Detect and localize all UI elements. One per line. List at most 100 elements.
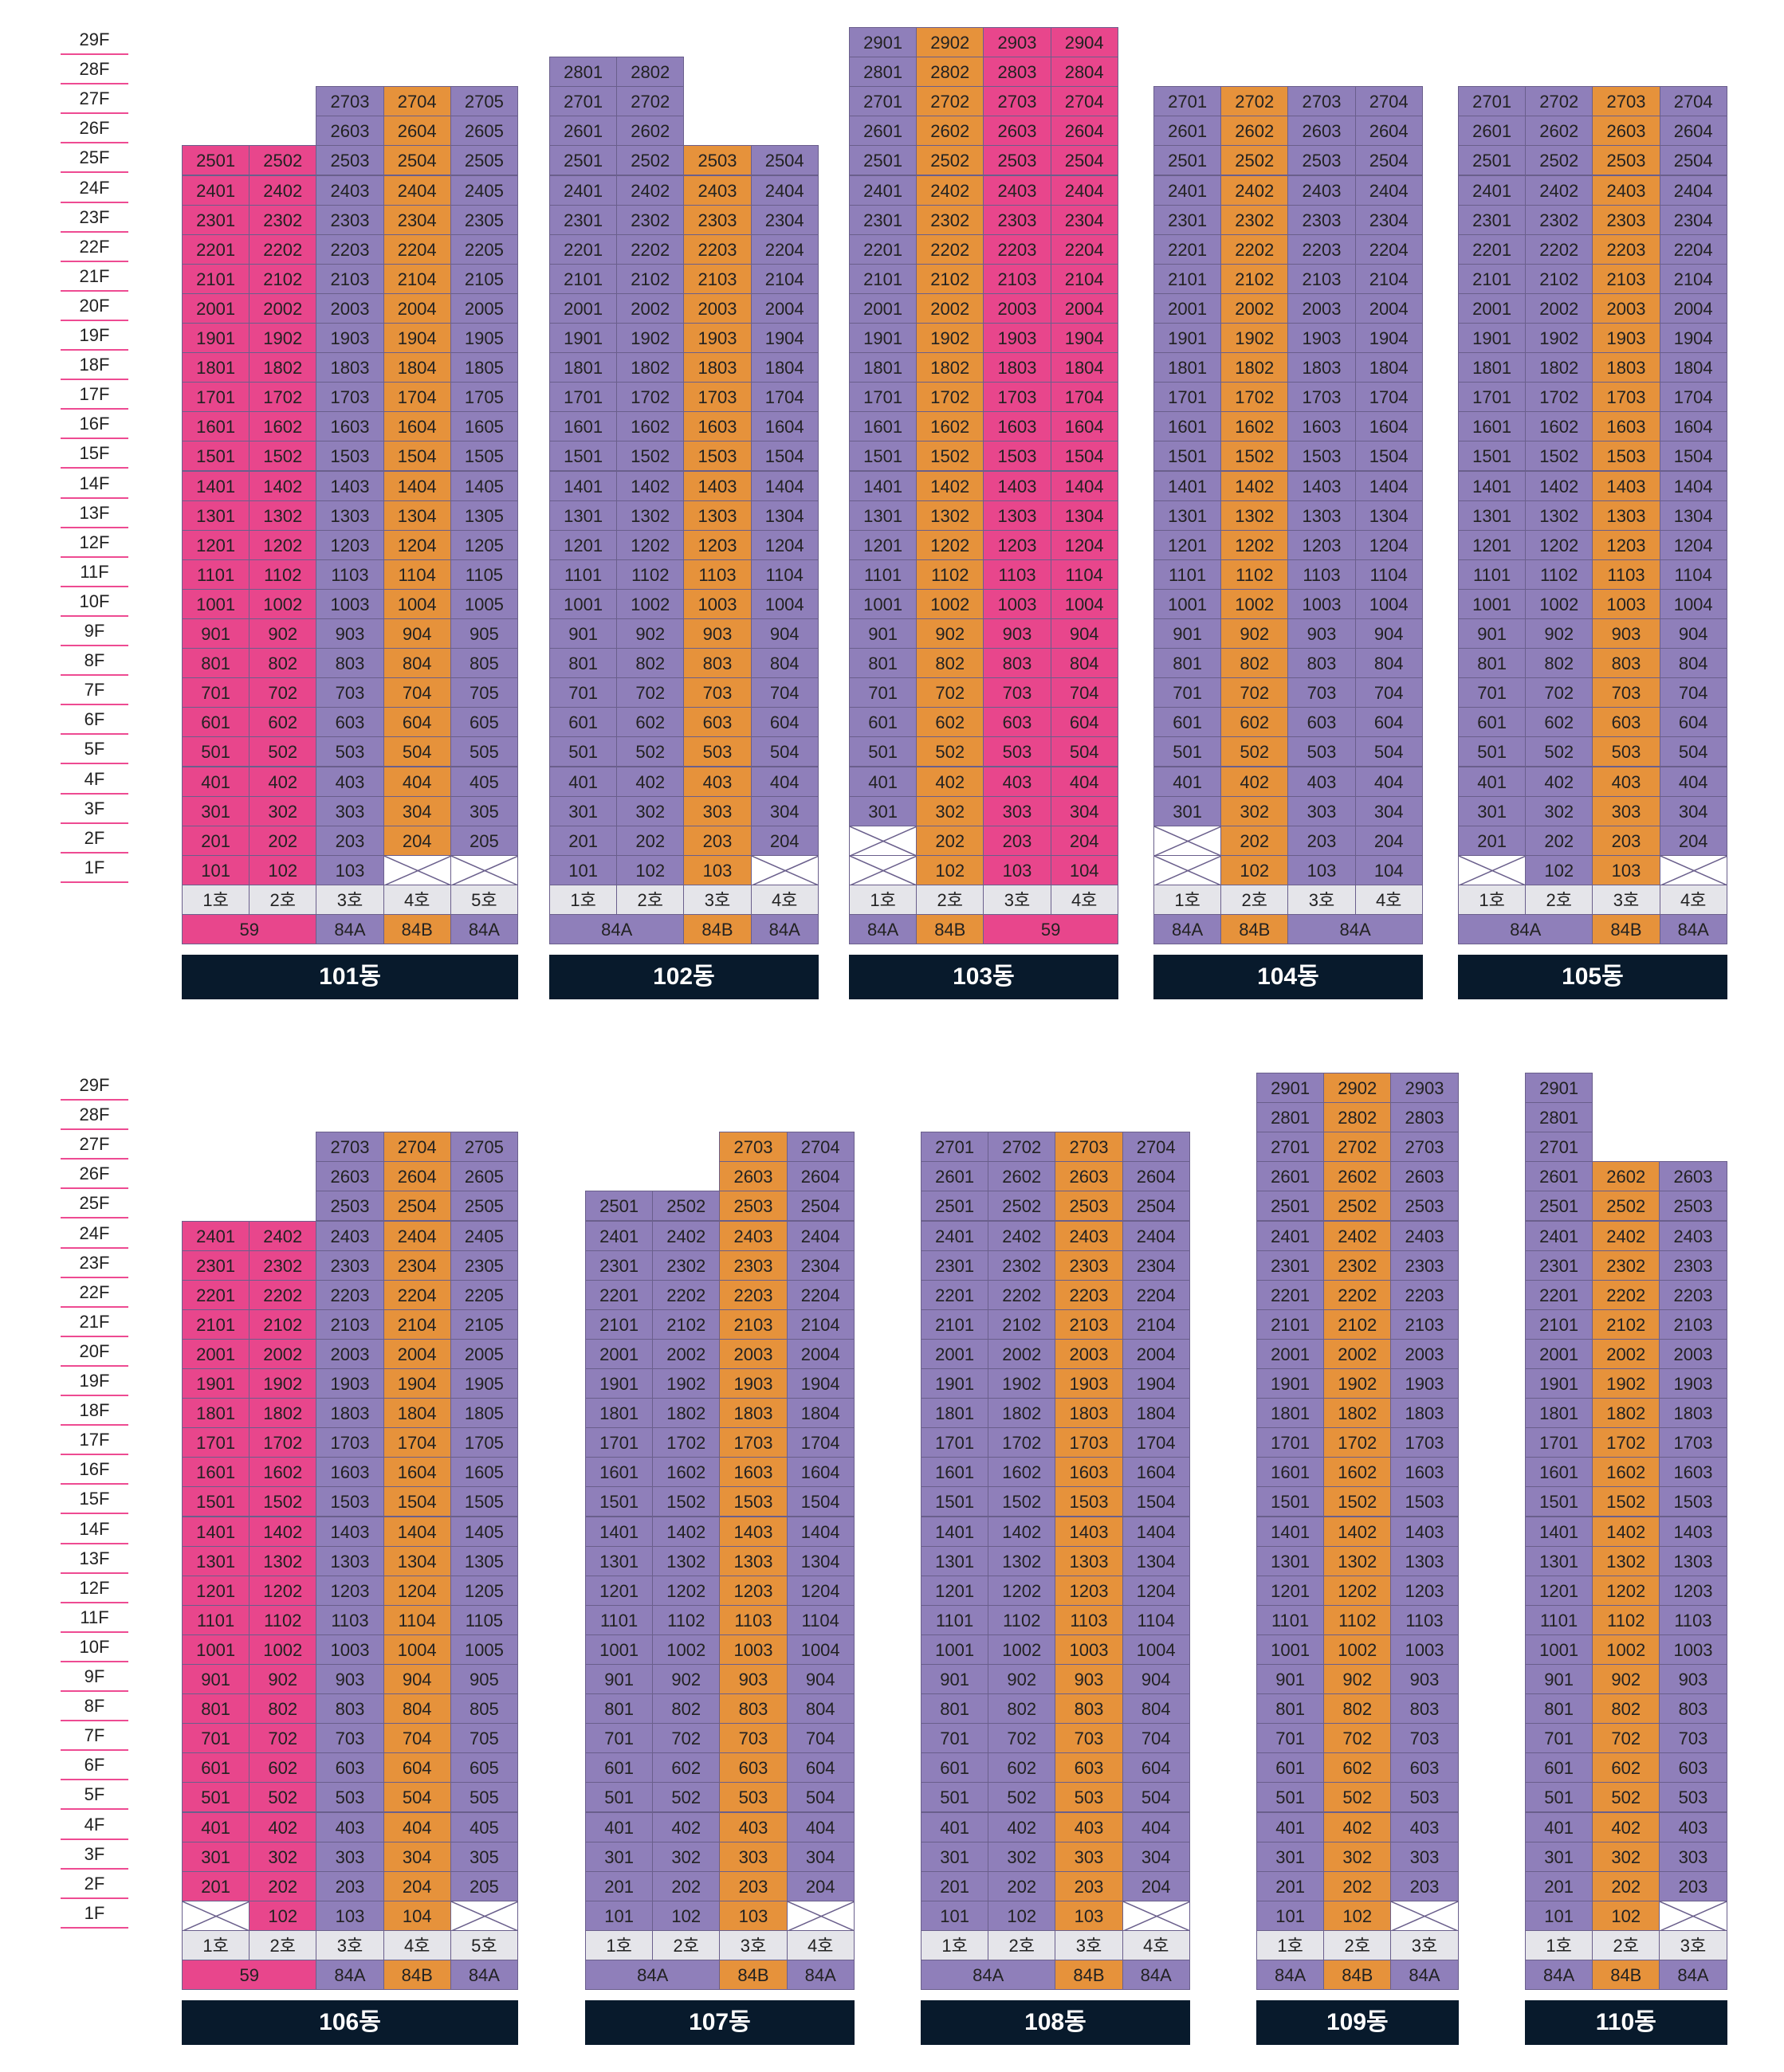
unit-cell[interactable]: 1901 (921, 1368, 989, 1399)
unit-cell[interactable]: 2502 (1323, 1191, 1392, 1222)
unit-cell[interactable]: 2203 (683, 233, 752, 265)
unit-cell[interactable]: 202 (1592, 1870, 1660, 1901)
unit-cell[interactable]: 1802 (249, 1398, 317, 1429)
unit-cell[interactable]: 2403 (1287, 175, 1356, 206)
unit-cell[interactable]: 1703 (1055, 1427, 1123, 1458)
unit-cell[interactable]: 2202 (1592, 1279, 1660, 1310)
unit-cell[interactable]: 1504 (383, 441, 451, 472)
unit-cell[interactable]: 2504 (383, 145, 451, 176)
unit-cell[interactable]: 2402 (1592, 1220, 1660, 1251)
unit-cell[interactable]: 1402 (249, 470, 317, 501)
unit-cell[interactable]: 1605 (450, 1457, 518, 1488)
unit-cell[interactable]: 2701 (1153, 86, 1222, 117)
unit-cell[interactable]: 1401 (1458, 470, 1527, 501)
unit-cell[interactable]: 2604 (1050, 116, 1118, 147)
unit-cell[interactable]: 1202 (249, 1575, 317, 1606)
unit-cell[interactable]: 1203 (683, 529, 752, 560)
unit-cell[interactable]: 902 (1592, 1664, 1660, 1695)
unit-cell[interactable]: 2003 (1287, 292, 1356, 324)
unit-cell[interactable]: 801 (182, 1693, 250, 1725)
unit-cell[interactable]: 201 (1525, 1870, 1593, 1901)
unit-cell[interactable]: 2604 (1659, 116, 1727, 147)
unit-cell[interactable]: 2504 (1354, 145, 1423, 176)
unit-cell[interactable]: 703 (719, 1723, 788, 1754)
unit-cell[interactable]: 2204 (786, 1279, 855, 1310)
unit-cell[interactable]: 2001 (1525, 1338, 1593, 1369)
unit-cell[interactable]: 1803 (1592, 352, 1660, 383)
unit-cell[interactable]: 1701 (1458, 382, 1527, 413)
unit-cell[interactable]: 1903 (1287, 323, 1356, 354)
unit-cell[interactable]: 2304 (383, 1250, 451, 1281)
unit-cell[interactable]: 1404 (383, 470, 451, 501)
unit-cell[interactable]: 1503 (1390, 1486, 1459, 1517)
unit-cell[interactable]: 1002 (916, 588, 984, 619)
unit-cell[interactable]: 1401 (1256, 1516, 1325, 1547)
unit-cell[interactable]: 1702 (652, 1427, 721, 1458)
unit-cell[interactable]: 2002 (249, 1338, 317, 1369)
unit-cell[interactable]: 1701 (1525, 1427, 1593, 1458)
unit-cell[interactable]: 901 (182, 1664, 250, 1695)
unit-cell[interactable]: 101 (585, 1900, 654, 1931)
unit-cell[interactable]: 1501 (182, 1486, 250, 1517)
unit-cell[interactable]: 1104 (1122, 1604, 1190, 1635)
unit-cell[interactable]: 704 (1122, 1723, 1190, 1754)
unit-cell[interactable]: 804 (383, 1693, 451, 1725)
unit-cell[interactable]: 902 (616, 618, 685, 649)
unit-cell[interactable]: 702 (249, 1723, 317, 1754)
unit-cell[interactable]: 505 (450, 1782, 518, 1813)
unit-cell[interactable]: 202 (1323, 1870, 1392, 1901)
unit-cell[interactable]: 1503 (719, 1486, 788, 1517)
unit-cell[interactable]: 2702 (1323, 1132, 1392, 1163)
unit-cell[interactable]: 801 (1458, 648, 1527, 679)
unit-cell[interactable]: 603 (983, 707, 1051, 738)
unit-cell[interactable]: 1401 (549, 470, 618, 501)
unit-cell[interactable]: 1802 (988, 1398, 1056, 1429)
unit-cell[interactable]: 101 (1525, 1900, 1593, 1931)
unit-cell[interactable]: 1101 (849, 559, 918, 590)
unit-cell[interactable]: 1001 (1458, 588, 1527, 619)
unit-cell[interactable]: 2002 (249, 292, 317, 324)
unit-cell[interactable]: 1701 (182, 382, 250, 413)
unit-cell[interactable]: 2201 (549, 233, 618, 265)
unit-cell[interactable]: 504 (1354, 736, 1423, 767)
unit-cell[interactable]: 2504 (1122, 1191, 1190, 1222)
unit-cell[interactable]: 301 (849, 795, 918, 826)
unit-cell[interactable]: 901 (1153, 618, 1222, 649)
unit-cell[interactable]: 1201 (1458, 529, 1527, 560)
unit-cell[interactable]: 1902 (988, 1368, 1056, 1399)
unit-cell[interactable]: 1004 (1354, 588, 1423, 619)
unit-cell[interactable]: 501 (549, 736, 618, 767)
unit-cell[interactable]: 901 (549, 618, 618, 649)
unit-cell[interactable]: 1905 (450, 323, 518, 354)
unit-cell[interactable]: 604 (1354, 707, 1423, 738)
unit-cell[interactable]: 1402 (916, 470, 984, 501)
unit-cell[interactable]: 2503 (1659, 1191, 1727, 1222)
unit-cell[interactable]: 2102 (1525, 263, 1593, 294)
unit-cell[interactable]: 2701 (1458, 86, 1527, 117)
unit-cell[interactable]: 902 (249, 1664, 317, 1695)
unit-cell[interactable]: 403 (1055, 1811, 1123, 1842)
unit-cell[interactable]: 1302 (616, 500, 685, 531)
unit-cell[interactable]: 1302 (249, 500, 317, 531)
unit-cell[interactable]: 2101 (849, 263, 918, 294)
unit-cell[interactable]: 1903 (316, 1368, 384, 1399)
unit-cell[interactable]: 2004 (750, 292, 819, 324)
unit-cell[interactable]: 2102 (616, 263, 685, 294)
unit-cell[interactable]: 1001 (585, 1634, 654, 1665)
unit-cell[interactable]: 2201 (1458, 233, 1527, 265)
unit-cell[interactable]: 2402 (916, 175, 984, 206)
unit-cell[interactable]: 405 (450, 766, 518, 797)
unit-cell[interactable]: 1502 (1592, 1486, 1660, 1517)
unit-cell[interactable]: 1102 (1323, 1604, 1392, 1635)
unit-cell[interactable]: 1503 (1287, 441, 1356, 472)
unit-cell[interactable]: 1902 (652, 1368, 721, 1399)
unit-cell[interactable]: 1503 (983, 441, 1051, 472)
unit-cell[interactable]: 1603 (1592, 411, 1660, 442)
unit-cell[interactable]: 1501 (1525, 1486, 1593, 1517)
unit-cell[interactable]: 2703 (1287, 86, 1356, 117)
unit-cell[interactable]: 1103 (1390, 1604, 1459, 1635)
unit-cell[interactable]: 503 (719, 1782, 788, 1813)
unit-cell[interactable]: 402 (916, 766, 984, 797)
unit-cell[interactable]: 2102 (916, 263, 984, 294)
unit-cell[interactable]: 1801 (549, 352, 618, 383)
